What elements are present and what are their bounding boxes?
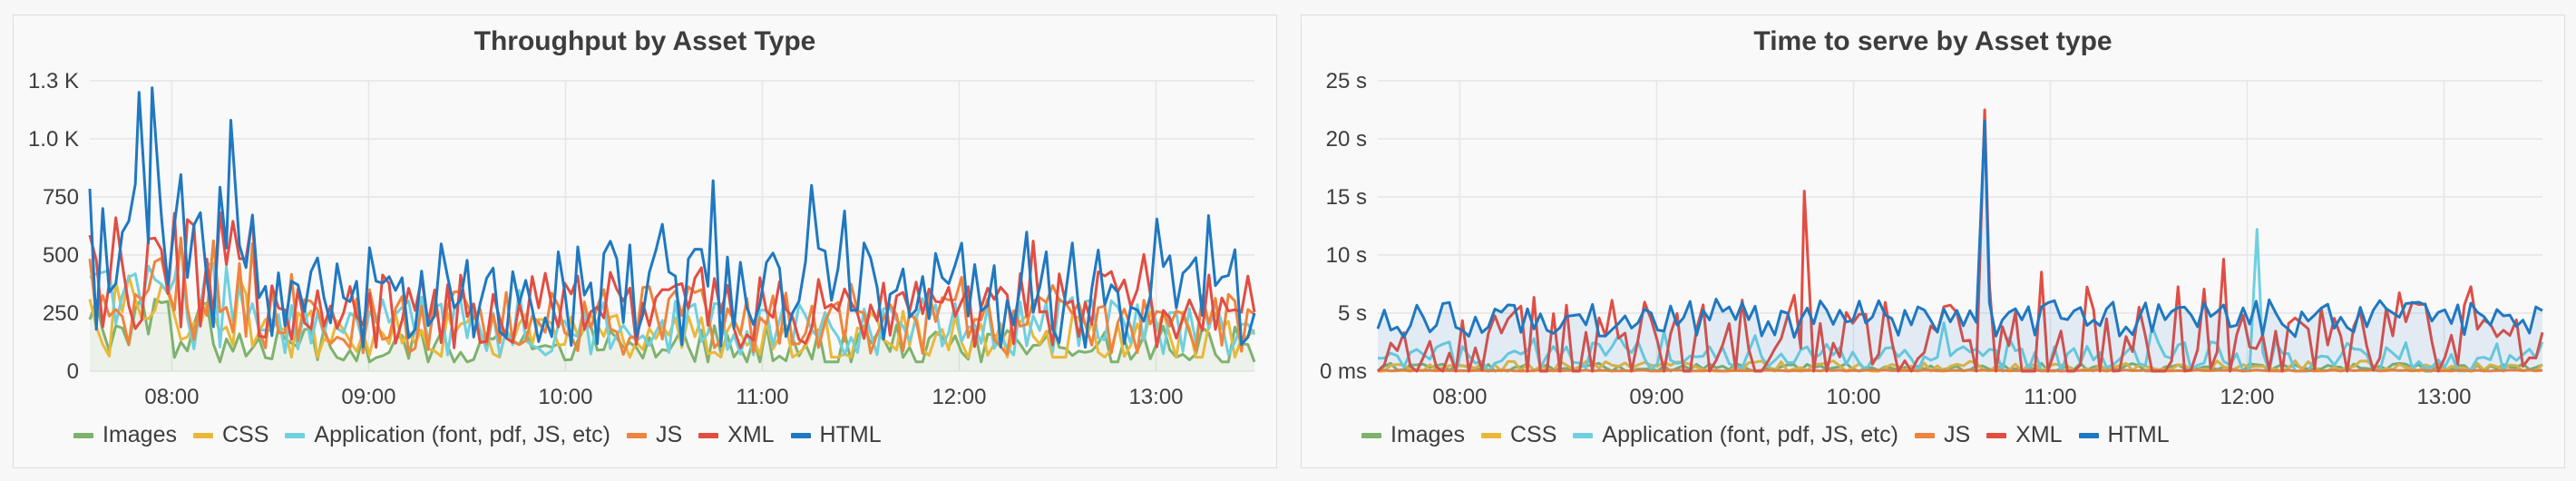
legend-label: Images bbox=[1390, 422, 1465, 447]
legend-item[interactable]: CSS bbox=[192, 422, 269, 448]
legend-item[interactable]: JS bbox=[626, 422, 683, 448]
legend: Images CSS Application (font, pdf, JS, etc… bbox=[73, 422, 898, 448]
series-line bbox=[1376, 108, 2544, 373]
legend-label: Application (font, pdf, JS, etc) bbox=[1602, 422, 1898, 447]
legend-swatch bbox=[2078, 432, 2099, 438]
legend-item[interactable]: Application (font, pdf, JS, etc) bbox=[285, 422, 610, 448]
legend-label: XML bbox=[2015, 422, 2063, 447]
legend-item[interactable]: Application (font, pdf, JS, etc) bbox=[1573, 422, 1898, 448]
x-tick-label: 11:00 bbox=[736, 385, 788, 409]
y-tick-label: 0 bbox=[67, 359, 79, 384]
legend-swatch bbox=[73, 432, 93, 438]
y-tick-label: 10 s bbox=[1326, 243, 1367, 268]
legend-item[interactable]: CSS bbox=[1480, 422, 1557, 448]
legend-swatch bbox=[285, 432, 306, 438]
time-to-serve-chart: 0 ms 5 s 10 s 15 s 20 s 25 s 08:00 09:00 10:00 11… bbox=[1320, 69, 2544, 409]
legend-label: JS bbox=[655, 422, 683, 447]
x-tick-label: 10:00 bbox=[1826, 385, 1880, 409]
legend-item[interactable]: JS bbox=[1914, 422, 1971, 448]
legend-label: CSS bbox=[1509, 422, 1557, 447]
legend-swatch bbox=[1573, 432, 1594, 438]
x-tick-label: 08:00 bbox=[144, 385, 199, 409]
throughput-chart: 0 250 500 750 1.0 K 1.3 K 08:00 09:00 10:00 11:00… bbox=[28, 69, 1256, 409]
legend-swatch bbox=[1986, 432, 2007, 438]
legend-label: CSS bbox=[221, 422, 269, 447]
legend-item[interactable]: Images bbox=[1361, 422, 1465, 448]
x-tick-label: 13:00 bbox=[2416, 385, 2471, 409]
y-tick-label: 5 s bbox=[1338, 301, 1367, 326]
y-tick-label: 25 s bbox=[1326, 69, 1367, 93]
y-tick-label: 15 s bbox=[1326, 185, 1367, 210]
legend-swatch bbox=[626, 432, 647, 438]
y-tick-label: 500 bbox=[43, 243, 79, 268]
legend-item[interactable]: HTML bbox=[2078, 422, 2170, 448]
y-tick-label: 0 ms bbox=[1320, 359, 1367, 384]
series-line bbox=[88, 296, 1256, 364]
legend-swatch bbox=[1480, 432, 1501, 438]
legend-item[interactable]: XML bbox=[1986, 422, 2063, 448]
x-tick-label: 09:00 bbox=[1629, 385, 1683, 409]
series-line bbox=[88, 236, 1255, 356]
x-tick-label: 11:00 bbox=[2024, 385, 2076, 409]
y-tick-label: 1.0 K bbox=[28, 127, 79, 152]
x-tick-label: 12:00 bbox=[2220, 385, 2274, 409]
x-tick-label: 08:00 bbox=[1432, 385, 1487, 409]
legend-label: Application (font, pdf, JS, etc) bbox=[314, 422, 610, 447]
legend-label: Images bbox=[102, 422, 177, 447]
legend-swatch bbox=[790, 432, 811, 438]
x-tick-label: 10:00 bbox=[538, 385, 592, 409]
legend-swatch bbox=[1361, 432, 1381, 438]
legend-swatch bbox=[698, 432, 719, 438]
legend-swatch bbox=[1914, 432, 1935, 438]
y-tick-label: 250 bbox=[43, 301, 79, 326]
legend-label: HTML bbox=[819, 422, 882, 447]
legend-label: HTML bbox=[2107, 422, 2170, 447]
x-tick-label: 09:00 bbox=[341, 385, 395, 409]
y-tick-label: 750 bbox=[43, 185, 79, 210]
x-tick-label: 12:00 bbox=[932, 385, 986, 409]
legend-item[interactable]: XML bbox=[698, 422, 775, 448]
time-to-serve-panel: Time to serve by Asset type 0 ms 5 s 10 s 1… bbox=[1301, 15, 2565, 468]
series-line bbox=[1376, 120, 2543, 339]
legend-item[interactable]: HTML bbox=[790, 422, 882, 448]
y-tick-label: 20 s bbox=[1326, 127, 1367, 152]
panel-title: Throughput by Asset Type bbox=[473, 26, 816, 56]
legend-label: JS bbox=[1943, 422, 1971, 447]
legend-item[interactable]: Images bbox=[73, 422, 177, 448]
throughput-panel: Throughput by Asset Type 0 250 500 750 1.0 K… bbox=[13, 15, 1277, 468]
legend-swatch bbox=[192, 432, 213, 438]
panel-title: Time to serve by Asset type bbox=[1753, 26, 2113, 56]
legend-label: XML bbox=[727, 422, 775, 447]
x-tick-label: 13:00 bbox=[1128, 385, 1183, 409]
y-tick-label: 1.3 K bbox=[28, 69, 79, 93]
legend: Images CSS Application (font, pdf, JS, etc… bbox=[1361, 422, 2186, 448]
series-line bbox=[88, 86, 1256, 349]
